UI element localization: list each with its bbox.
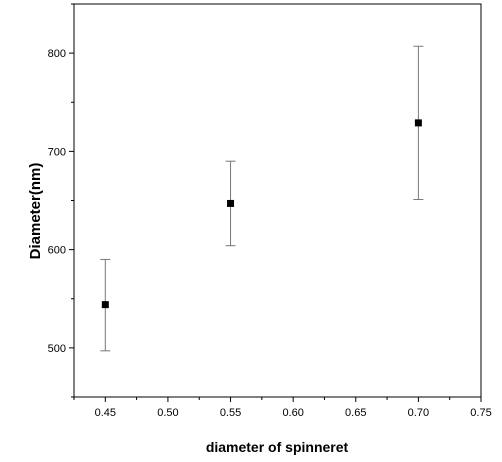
data-point — [414, 119, 422, 127]
y-tick-label: 500 — [48, 343, 66, 355]
x-tick-label: 0.70 — [408, 407, 429, 419]
x-axis-tick-labels: 0.45 0.50 0.55 0.60 0.65 0.70 0.75 — [95, 407, 492, 419]
x-tick-label: 0.50 — [157, 407, 178, 419]
data-point — [101, 301, 109, 309]
x-tick-label: 0.60 — [282, 407, 303, 419]
y-tick-label: 800 — [48, 48, 66, 60]
y-tick-label: 600 — [48, 245, 66, 257]
y-tick-label: 700 — [48, 146, 66, 158]
y-axis-tick-labels: 500 600 700 800 — [48, 48, 66, 355]
x-axis-title: diameter of spinneret — [206, 439, 349, 455]
plot-frame — [73, 3, 482, 398]
y-axis-ticks — [69, 3, 74, 398]
x-tick-label: 0.45 — [95, 407, 116, 419]
data-points — [101, 119, 422, 309]
x-tick-label: 0.75 — [470, 407, 491, 419]
data-point — [227, 199, 235, 207]
error-bars — [100, 45, 424, 352]
x-tick-label: 0.65 — [345, 407, 366, 419]
x-tick-label: 0.55 — [220, 407, 241, 419]
x-axis-ticks — [73, 397, 482, 402]
y-axis-title: Diameter(nm) — [27, 163, 44, 260]
